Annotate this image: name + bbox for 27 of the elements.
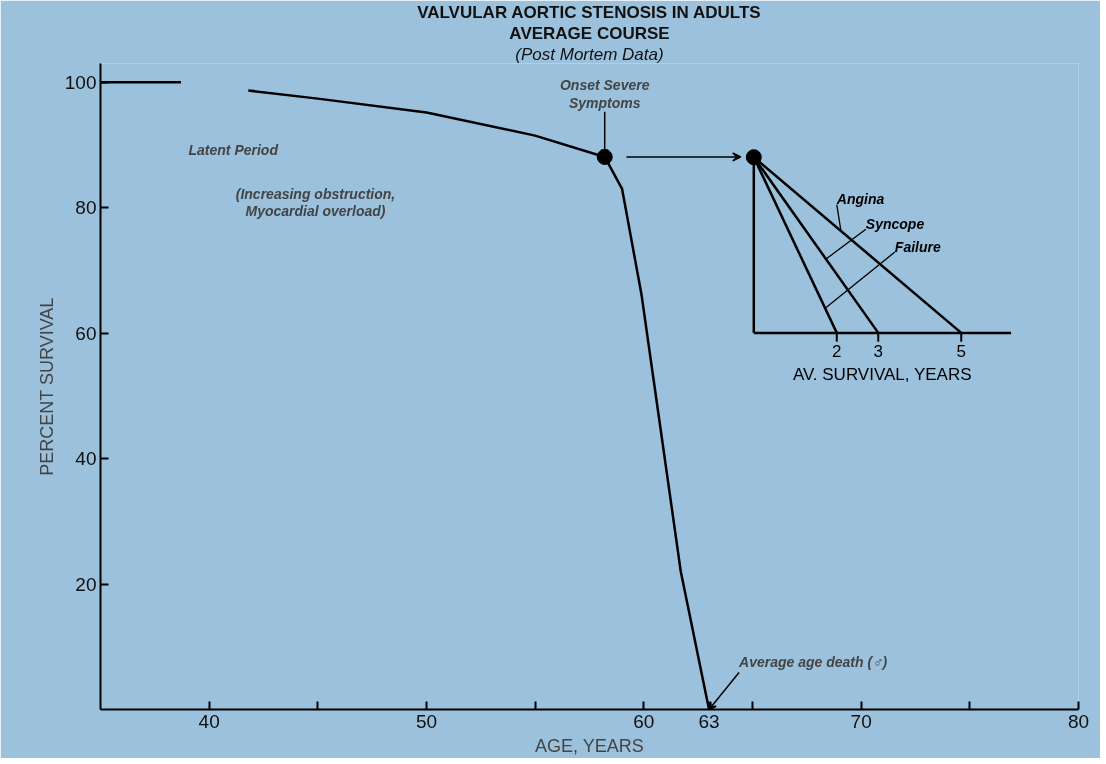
annotation: Average age death (♂): [738, 653, 888, 670]
annotation: (Increasing obstruction, Myocardial overload): [235, 185, 396, 220]
annotation: (Post Mortem Data): [515, 44, 664, 64]
y-tick-label: 20: [75, 573, 97, 595]
series-label: Angina: [835, 191, 885, 208]
y-tick-label: 60: [75, 322, 97, 344]
x-tick-label: 3: [873, 341, 883, 361]
x-tick-label: 40: [198, 710, 220, 732]
y-tick-label: 40: [75, 448, 97, 470]
x-tick-label: 80: [1067, 710, 1090, 732]
y-tick-label: 80: [75, 197, 97, 219]
chart-title: VALVULAR AORTIC STENOSIS IN ADULTS: [417, 2, 761, 22]
chart-subtitle: AVERAGE COURSE: [509, 23, 670, 43]
x-axis-title: AGE, YEARS: [534, 735, 644, 756]
x-axis-title: AV. SURVIVAL, YEARS: [792, 364, 972, 384]
x-tick-label: 70: [850, 710, 872, 732]
legend-label: Syncope: [865, 215, 925, 232]
x-tick-label: 2: [832, 341, 842, 361]
annotation: Onset Severe Symptoms: [559, 77, 650, 111]
y-tick-label: 100: [64, 71, 97, 93]
legend-label: Failure: [894, 238, 941, 255]
x-tick-label: 5: [956, 341, 966, 361]
x-tick-label: 63: [698, 710, 720, 732]
x-tick-label: 60: [633, 710, 655, 732]
y-axis-title: PERCENT SURVIVAL: [36, 297, 57, 476]
x-tick-label: 50: [415, 710, 438, 732]
annotation: Latent Period: [188, 141, 279, 158]
